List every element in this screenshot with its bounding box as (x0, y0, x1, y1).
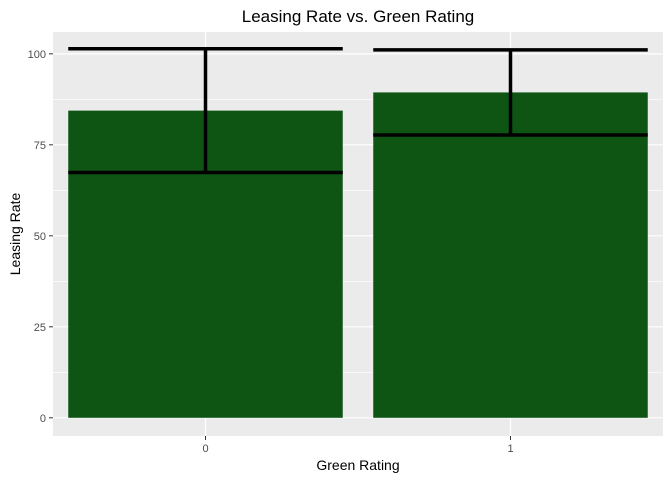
y-tick-label: 25 (34, 322, 46, 334)
x-tick-label: 1 (507, 443, 513, 455)
y-tick-label: 50 (34, 231, 46, 243)
y-axis-ticks: 0 25 50 75 100 (28, 49, 53, 425)
x-tick-label: 0 (202, 443, 208, 455)
chart-title: Leasing Rate vs. Green Rating (242, 7, 474, 26)
y-tick-label: 100 (28, 49, 46, 61)
bars (68, 92, 648, 418)
error-bar-0 (68, 46, 343, 175)
y-tick-label: 0 (40, 413, 46, 425)
bar-1 (373, 92, 648, 418)
y-axis-title: Leasing Rate (7, 193, 23, 276)
x-axis-title: Green Rating (316, 457, 399, 473)
error-bar-1 (373, 48, 648, 137)
y-tick-label: 75 (34, 140, 46, 152)
error-bars (68, 46, 648, 175)
